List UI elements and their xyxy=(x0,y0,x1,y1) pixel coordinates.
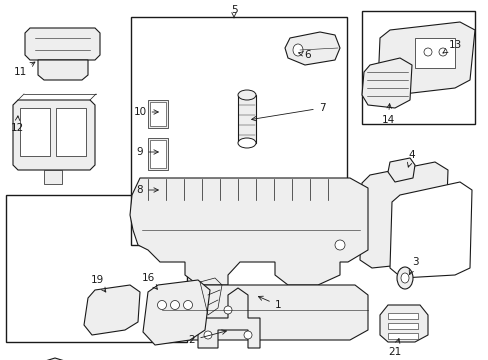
Text: 5: 5 xyxy=(230,5,237,18)
Bar xyxy=(414,38,454,68)
Ellipse shape xyxy=(203,211,225,229)
Bar xyxy=(283,208,292,230)
Bar xyxy=(150,102,165,126)
Polygon shape xyxy=(160,285,367,340)
Bar xyxy=(238,95,256,143)
Ellipse shape xyxy=(157,301,166,310)
Polygon shape xyxy=(285,32,339,65)
Polygon shape xyxy=(379,305,427,342)
Polygon shape xyxy=(8,358,72,360)
Bar xyxy=(264,208,274,230)
Bar xyxy=(148,100,168,128)
Ellipse shape xyxy=(183,301,192,310)
Text: 6: 6 xyxy=(298,50,311,60)
Text: 9: 9 xyxy=(137,147,158,157)
Polygon shape xyxy=(130,178,367,285)
Text: 17: 17 xyxy=(0,359,1,360)
Ellipse shape xyxy=(170,301,179,310)
Text: 18: 18 xyxy=(0,359,1,360)
Bar xyxy=(150,182,165,200)
Text: 15: 15 xyxy=(0,359,1,360)
Ellipse shape xyxy=(334,240,345,250)
Bar xyxy=(6,195,186,342)
Text: 16: 16 xyxy=(141,273,157,289)
Polygon shape xyxy=(25,28,100,60)
Ellipse shape xyxy=(224,306,231,314)
Text: 21: 21 xyxy=(387,338,401,357)
Text: 20: 20 xyxy=(0,359,1,360)
Bar xyxy=(301,208,310,230)
Bar xyxy=(20,108,50,156)
Bar xyxy=(150,140,165,168)
Bar xyxy=(361,11,474,124)
Text: 7: 7 xyxy=(251,103,325,121)
Bar xyxy=(193,208,203,230)
Ellipse shape xyxy=(292,44,303,56)
Ellipse shape xyxy=(238,138,256,148)
Ellipse shape xyxy=(396,267,412,289)
Text: 13: 13 xyxy=(442,40,461,53)
Polygon shape xyxy=(155,200,345,248)
Bar xyxy=(387,313,417,319)
Bar xyxy=(387,323,417,329)
Polygon shape xyxy=(389,182,471,278)
Text: 4: 4 xyxy=(407,150,414,167)
Ellipse shape xyxy=(423,48,431,56)
Text: 1: 1 xyxy=(258,296,281,310)
Text: 8: 8 xyxy=(137,185,158,195)
Text: 19: 19 xyxy=(90,275,105,292)
Ellipse shape xyxy=(400,273,408,283)
Polygon shape xyxy=(38,60,88,80)
Polygon shape xyxy=(84,285,140,335)
Bar xyxy=(56,108,86,156)
Bar xyxy=(246,208,257,230)
Bar xyxy=(387,333,417,339)
Polygon shape xyxy=(361,58,411,108)
Bar xyxy=(228,208,239,230)
Ellipse shape xyxy=(203,331,212,339)
Text: 3: 3 xyxy=(408,257,417,275)
Polygon shape xyxy=(387,158,414,182)
Bar xyxy=(210,208,221,230)
Ellipse shape xyxy=(438,48,446,56)
Bar xyxy=(318,208,328,230)
Bar xyxy=(131,17,346,245)
Polygon shape xyxy=(13,100,95,170)
Polygon shape xyxy=(377,22,474,95)
Ellipse shape xyxy=(244,331,251,339)
Text: 10: 10 xyxy=(133,107,158,117)
Text: 14: 14 xyxy=(381,104,394,125)
Text: 2: 2 xyxy=(188,330,226,345)
Text: 11: 11 xyxy=(13,62,35,77)
Ellipse shape xyxy=(238,90,256,100)
Text: 12: 12 xyxy=(10,116,23,133)
Polygon shape xyxy=(198,288,260,348)
Bar xyxy=(175,208,184,230)
Bar xyxy=(148,180,168,202)
Bar xyxy=(148,138,168,170)
Bar xyxy=(44,170,62,184)
Polygon shape xyxy=(142,280,209,345)
Polygon shape xyxy=(359,162,447,268)
